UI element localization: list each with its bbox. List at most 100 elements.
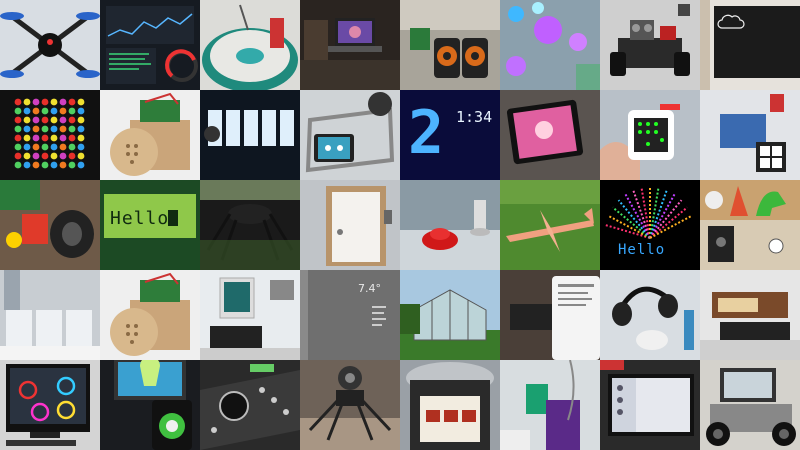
light-ray <box>617 199 651 239</box>
led-dot <box>41 125 49 133</box>
tile-led-panels <box>200 90 300 180</box>
led-dot <box>14 152 22 160</box>
tile-touchscreen-menu <box>600 360 700 450</box>
led-dot <box>59 152 67 160</box>
tile-quadcopter <box>0 0 100 90</box>
led-dot <box>23 98 31 106</box>
led-dot <box>23 125 31 133</box>
led-dot <box>59 107 67 115</box>
tile-cooker-screen <box>400 360 500 450</box>
tile-3d-prints-lock <box>700 180 800 270</box>
lcd-hello-text: Hello <box>110 208 170 229</box>
led-dot <box>68 107 76 115</box>
led-dot <box>50 116 58 124</box>
tile-led-matrix-hello: Hello <box>600 180 700 270</box>
light-ray <box>649 199 683 239</box>
tile-led-matrix-red <box>0 90 100 180</box>
led-dot <box>77 143 85 151</box>
led-dot <box>32 143 40 151</box>
led-dot <box>68 98 76 106</box>
tile-glowing-orbs <box>500 0 600 90</box>
led-dot <box>50 125 58 133</box>
tile-tablet-rig <box>300 90 400 180</box>
tile-tablet-display <box>500 90 600 180</box>
tile-smart-mirror-wall <box>700 0 800 90</box>
tile-handheld-led <box>600 90 700 180</box>
light-ray <box>649 186 660 239</box>
tile-robot-car <box>600 0 700 90</box>
tile-wearable-circuit <box>200 360 300 450</box>
led-dot <box>59 143 67 151</box>
led-dot <box>14 161 22 169</box>
led-dot <box>77 161 85 169</box>
tile-air-hockey <box>400 180 500 270</box>
tile-lab-devices <box>0 270 100 360</box>
tile-lcd-hello: Hello <box>100 180 200 270</box>
led-dot <box>50 98 58 106</box>
light-ray <box>649 189 668 239</box>
led-dot <box>41 161 49 169</box>
led-dot <box>77 98 85 106</box>
led-dot <box>14 125 22 133</box>
tile-hexapod-dark <box>200 180 300 270</box>
tile-robot-arm <box>700 90 800 180</box>
led-dot <box>68 161 76 169</box>
led-dot <box>23 152 31 160</box>
tile-dashboard <box>100 0 200 90</box>
tile-laptop-desk <box>300 0 400 90</box>
led-dot <box>77 152 85 160</box>
tile-breadboard-camera <box>0 180 100 270</box>
led-dot <box>50 143 58 151</box>
big-digit-display: 2 <box>408 98 445 168</box>
led-dot <box>41 98 49 106</box>
led-dot <box>59 116 67 124</box>
led-dot <box>77 116 85 124</box>
led-dot <box>77 134 85 142</box>
led-dot <box>14 98 22 106</box>
tile-headphones <box>600 270 700 360</box>
light-ray <box>649 193 676 239</box>
tile-door-model <box>300 180 400 270</box>
tile-retro-radio <box>700 270 800 360</box>
led-dot <box>59 98 67 106</box>
led-dot <box>14 134 22 142</box>
matrix-hello-text: Hello <box>618 242 666 258</box>
led-dot <box>77 125 85 133</box>
led-dot <box>50 152 58 160</box>
led-dot <box>23 116 31 124</box>
led-dot <box>32 125 40 133</box>
mirror-temperature: 7.4° <box>358 282 381 295</box>
led-dot <box>59 161 67 169</box>
tile-foam-plane <box>500 180 600 270</box>
led-dot <box>23 161 31 169</box>
led-dot <box>32 98 40 106</box>
led-dot <box>14 143 22 151</box>
led-dot <box>14 107 22 115</box>
led-dot <box>23 143 31 151</box>
tile-phone-assistant <box>500 270 600 360</box>
tile-led-clock: 2 1:34 <box>400 90 500 180</box>
tile-robot-vacuum <box>200 0 300 90</box>
tile-smart-kitchen <box>200 270 300 360</box>
tile-mecanum-robot <box>700 360 800 450</box>
led-dot <box>32 161 40 169</box>
light-ray <box>640 186 651 239</box>
led-dot <box>68 116 76 124</box>
tile-wooden-robot <box>100 90 200 180</box>
led-dot <box>68 143 76 151</box>
tile-wooden-robot-2 <box>100 270 200 360</box>
led-dot <box>23 107 31 115</box>
light-ray <box>632 189 651 239</box>
led-dot <box>32 134 40 142</box>
clock-time-display: 1:34 <box>456 108 493 126</box>
led-dot <box>50 161 58 169</box>
led-dot <box>32 152 40 160</box>
led-dot <box>68 134 76 142</box>
tile-lightbulb-app <box>100 360 200 450</box>
led-dot <box>32 116 40 124</box>
led-dot <box>41 107 49 115</box>
light-ray <box>624 193 651 239</box>
led-dot <box>23 134 31 142</box>
led-dot <box>50 107 58 115</box>
